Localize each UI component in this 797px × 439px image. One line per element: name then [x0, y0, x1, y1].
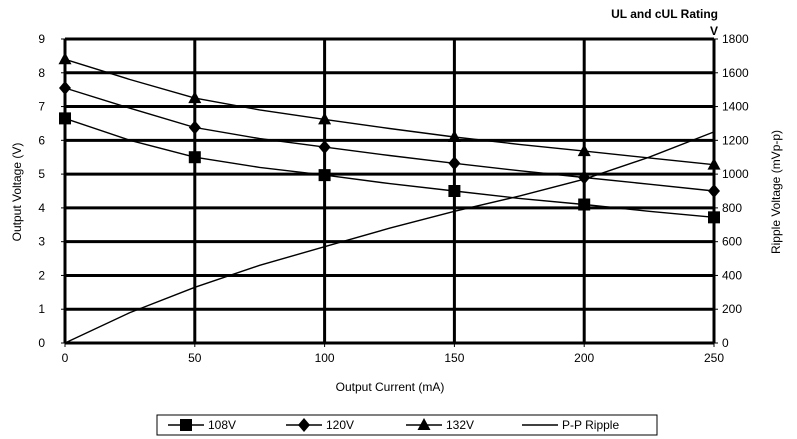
y-tick-label: 9	[38, 32, 45, 46]
legend-swatch-marker	[417, 418, 431, 430]
y-tick-label: 5	[38, 167, 45, 181]
y2-tick-label: 1000	[722, 167, 749, 181]
series-line-108v	[64, 117, 715, 218]
y2-tick-label: 1800	[722, 32, 749, 46]
y-tick-label: 7	[38, 100, 45, 114]
data-point	[318, 169, 331, 182]
series-line-120v	[64, 87, 715, 192]
x-tick-label: 0	[62, 351, 69, 365]
y2-tick-label: 1200	[722, 133, 749, 147]
y2-tick-label: 0	[722, 336, 729, 350]
y2-axis-label: Ripple Voltage (mVp-p)	[769, 130, 783, 254]
series-line-p-p-ripple	[64, 131, 715, 344]
y2-tick-label: 400	[722, 268, 742, 282]
data-point	[448, 156, 461, 171]
series-layer	[58, 52, 721, 344]
data-point	[578, 170, 591, 185]
axes-layer	[61, 38, 718, 347]
x-tick-label: 50	[188, 351, 202, 365]
y2-tick-label: 1600	[722, 66, 749, 80]
y2-tick-label: 200	[722, 302, 742, 316]
y2-unit-note: V	[710, 24, 718, 38]
data-point	[447, 129, 461, 142]
y-tick-label: 1	[38, 302, 45, 316]
y-tick-label: 8	[38, 66, 45, 80]
y-tick-label: 0	[38, 336, 45, 350]
data-point	[318, 112, 332, 125]
legend: 108V 120V 132V P-P Ripple	[156, 414, 658, 436]
y-tick-label: 3	[38, 235, 45, 249]
y2-tick-label: 1400	[722, 100, 749, 114]
chart-title: UL and cUL Rating	[611, 7, 718, 21]
y-tick-label: 4	[38, 201, 45, 215]
data-point	[578, 198, 591, 211]
y-axis-label: Output Voltage (V)	[10, 143, 24, 242]
y-tick-label: 2	[38, 268, 45, 282]
x-tick-label: 150	[444, 351, 464, 365]
legend-swatch-marker	[298, 418, 310, 432]
series-line-132v	[64, 58, 715, 166]
y2-tick-label: 600	[722, 235, 742, 249]
grid	[63, 37, 716, 345]
y-tick-label: 6	[38, 133, 45, 147]
data-point	[188, 120, 201, 135]
x-axis-label: Output Current (mA)	[336, 380, 445, 394]
legend-label: 108V	[208, 418, 236, 432]
legend-label: 132V	[446, 418, 474, 432]
legend-swatch-marker	[180, 419, 192, 431]
data-point	[188, 91, 202, 104]
data-point	[448, 185, 461, 197]
ticks-layer: 0 50 100 150 200 2500123456789020040060080010…	[38, 32, 749, 365]
data-point	[577, 144, 591, 157]
y2-tick-label: 800	[722, 201, 742, 215]
x-tick-label: 100	[315, 351, 335, 365]
data-point	[318, 140, 331, 155]
x-tick-label: 250	[704, 351, 724, 365]
legend-label: P-P Ripple	[562, 418, 619, 432]
data-point	[188, 151, 201, 164]
legend-label: 120V	[326, 418, 354, 432]
x-tick-label: 200	[574, 351, 594, 365]
